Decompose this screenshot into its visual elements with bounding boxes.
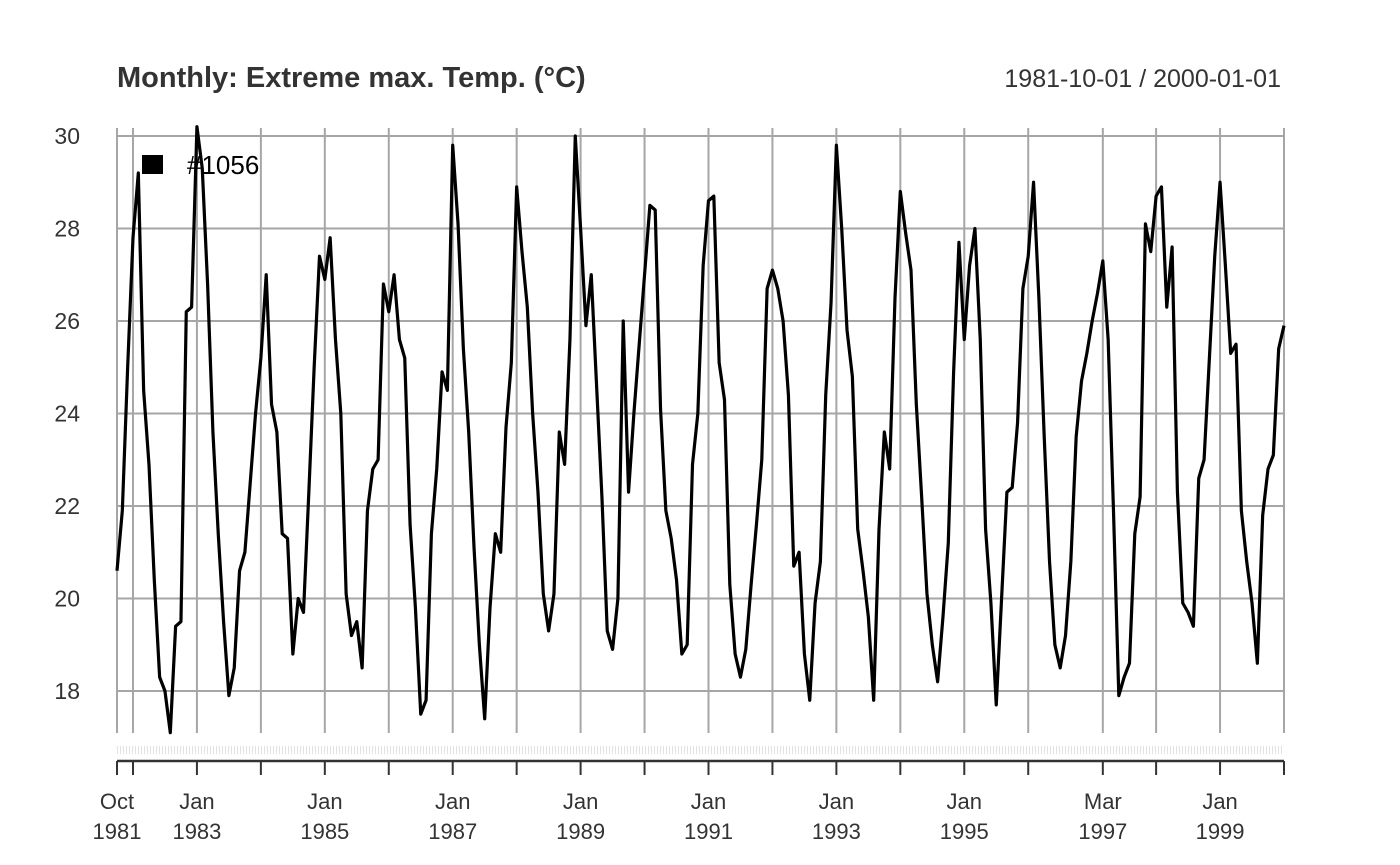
x-tick-label: Jan [179,789,214,814]
date-range-label: 1981-10-01 / 2000-01-01 [1004,65,1281,93]
y-axis: 18 20 22 24 26 28 30 [54,123,80,704]
chart-title: Monthly: Extreme max. Temp. (°C) [117,62,586,94]
y-tick-label: 18 [54,678,80,704]
y-tick-label: 24 [54,401,80,427]
x-tick-label: Jan [435,789,470,814]
x-tick-label: 1999 [1196,819,1245,844]
x-tick-label: 1985 [300,819,349,844]
x-tick-label: 1991 [684,819,733,844]
y-tick-label: 20 [54,586,80,612]
y-tick-label: 28 [54,216,80,242]
x-tick-label: Jan [563,789,598,814]
y-tick-label: 26 [54,308,80,334]
x-tick-label: Oct [100,789,134,814]
grid [116,128,1285,733]
x-tick-label: 1981 [93,819,142,844]
x-tick-label: 1983 [172,819,221,844]
x-tick-label: Jan [1202,789,1237,814]
x-tick-label: Jan [691,789,726,814]
legend-label: #1056 [187,150,259,180]
y-tick-label: 22 [54,493,80,519]
x-tick-label: Jan [307,789,342,814]
x-tick-label: 1997 [1078,819,1127,844]
x-tick-label: Jan [819,789,854,814]
series-line [115,125,1286,735]
x-tick-label: 1995 [940,819,989,844]
x-tick-label: Mar [1084,789,1122,814]
y-tick-label: 30 [54,123,80,149]
x-tick-label: 1987 [428,819,477,844]
x-tick-label: Jan [947,789,982,814]
legend: #1056 [142,150,259,180]
legend-swatch [142,155,163,174]
x-axis: Oct 1981 Jan 1983 Jan 1985 Jan 1987 Jan 1989 Jan 19… [93,746,1285,844]
series-layer [115,125,1286,735]
x-tick-label: 1989 [556,819,605,844]
x-tick-label: 1993 [812,819,861,844]
